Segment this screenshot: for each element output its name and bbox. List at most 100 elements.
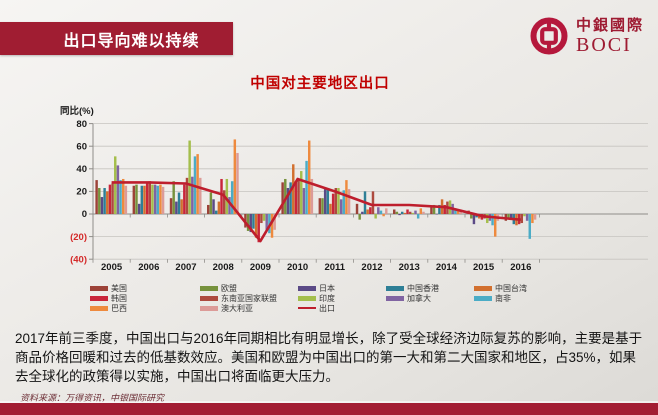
bar [209,192,213,214]
bar [443,204,446,214]
bar [103,188,106,214]
bar [374,214,377,219]
legend-column: 中国香港 加拿大 [386,283,474,313]
legend-line-swatch [298,307,316,309]
bar [199,177,202,214]
bar [236,152,239,214]
bar [292,164,295,214]
bar [342,190,345,214]
x-axis-label: 2007 [175,262,196,273]
legend-color-swatch [298,285,316,291]
bar [212,199,215,214]
bar [270,214,274,238]
x-axis-label: 2016 [510,262,531,273]
legend-label: 东南亚国家联盟 [221,293,277,303]
bar [196,154,199,214]
bar [191,176,194,214]
x-axis-label: 2006 [138,262,159,273]
legend-label: 澳大利亚 [221,303,253,313]
x-axis-label: 2008 [213,262,234,273]
bar [520,214,524,224]
bar [153,184,157,214]
slide-title: 出口导向难以持续 [63,32,200,50]
bar [220,178,223,214]
bar [361,211,364,214]
bar [273,214,276,230]
bar [106,191,109,214]
bar [337,188,340,214]
chart-title: 中国对主要地区出口 [250,76,390,92]
x-axis-label: 2010 [287,262,308,273]
bar [393,209,396,214]
bar [297,180,300,214]
source-note: 资料来源：万得资讯，中银国际研究 [20,393,165,403]
bar [318,198,322,214]
bar [302,188,306,214]
bar [281,182,284,214]
bar [183,184,186,214]
bar [140,185,144,214]
bar [284,178,287,214]
legend-label: 欧盟 [221,283,237,293]
bar [137,203,141,214]
legend-color-swatch [298,295,316,301]
legend-color-swatch [386,285,404,291]
bar [222,190,226,214]
bar [472,214,476,225]
bar [528,214,531,239]
y-tick-label: (40) [70,254,87,265]
x-axis-label: 2005 [101,262,123,273]
bar [207,204,210,214]
bar [185,177,189,214]
export-chart: 80 60 40 20 0 (20) (40) 2005 2006 2007 2008 2009 201… [58,104,658,279]
legend-color-swatch [386,295,404,301]
bar [119,180,122,214]
bar [345,180,348,214]
bar [161,186,165,214]
bar [385,208,388,214]
logo-text-cn: 中銀國際 [575,16,644,34]
legend-item: 南非 [474,293,552,303]
legend-label: 日本 [319,283,335,293]
logo-text-en: BOCI [575,33,632,56]
slide-title-banner: 出口导向难以持续 [0,22,233,55]
bar [98,188,101,214]
bar [369,207,372,214]
body-paragraph: 2017年前三季度，中国出口与2016年同期相比有明显增长，除了受全球经济边际复… [15,331,643,384]
bar [225,178,229,214]
legend-label: 加拿大 [407,293,431,303]
bar [305,160,308,214]
bar [411,212,415,214]
bar [135,184,138,214]
legend-color-swatch [200,305,218,311]
bar [432,204,436,214]
bar [260,214,263,224]
legend-label: 中国香港 [407,283,439,293]
bar [430,207,433,214]
legend-item: 加拿大 [386,293,474,303]
bar [456,210,460,214]
bar [233,139,237,214]
legend-item: 出口 [298,303,386,313]
bar [531,214,534,224]
bar [533,214,537,220]
bar [122,178,125,214]
bar [321,198,324,214]
bar [358,214,361,220]
bar [289,182,292,214]
legend-item: 日本 [298,283,386,293]
bar [382,214,385,217]
y-tick-label: 80 [76,119,87,130]
bar [111,183,114,214]
bar [177,192,181,214]
bar [254,214,258,238]
bar [148,181,152,214]
bar [408,211,412,214]
y-tick-label: 20 [76,187,87,198]
legend-item: 中国台湾 [474,283,552,293]
bar [400,211,404,214]
bar [151,184,154,214]
y-tick-label: 0 [82,209,87,220]
bar [326,189,330,214]
legend-item: 欧盟 [200,283,298,293]
